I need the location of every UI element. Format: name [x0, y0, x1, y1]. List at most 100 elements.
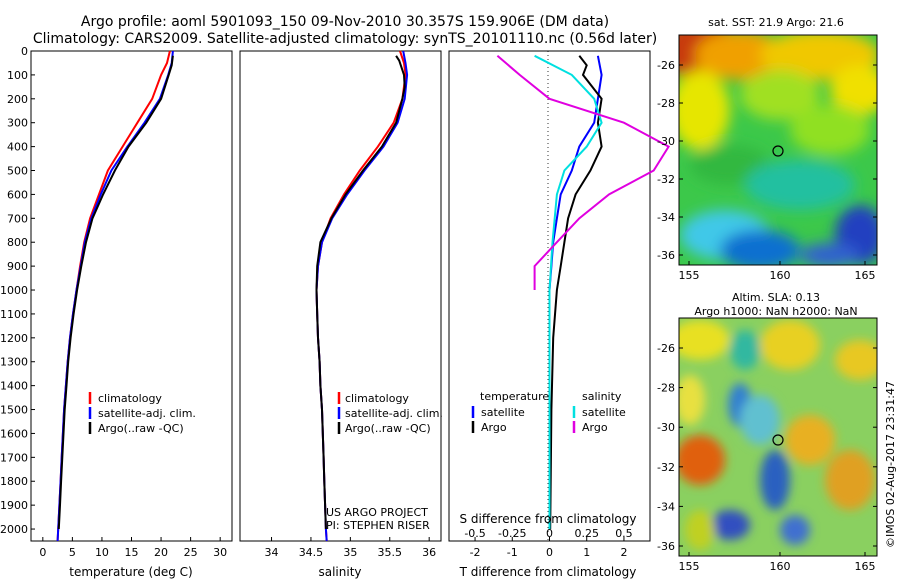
argo-location-marker [772, 145, 784, 157]
x-tick-label: 0 [546, 546, 553, 559]
lat-tick-label: -26 [657, 59, 675, 72]
salinity-x-axis: 34 34.5 35 35.5 36 [265, 537, 436, 559]
difference-panel: -2 -1 0 1 2 temperature satellite Argo salin… [448, 50, 671, 579]
x-tick-label: 34 [265, 546, 279, 559]
series-line [56, 50, 174, 542]
s-difference-label: S difference from climatology [460, 512, 637, 526]
sla-field [679, 318, 877, 556]
depth-tick-label: 300 [7, 117, 28, 130]
s-tick-label: -0.5 [464, 527, 485, 540]
series-line [315, 50, 407, 542]
header-line1: Argo profile: aoml 5901093_150 09-Nov-20… [81, 14, 609, 30]
header-line2: Climatology: CARS2009. Satellite-adjuste… [33, 31, 657, 47]
depth-tick-label: 1200 [0, 332, 28, 345]
legend-label-t-argo: Argo [481, 421, 507, 434]
x-tick-label: -2 [470, 546, 481, 559]
temperature-panel: 0100200300400500600700800900100011001200… [0, 45, 233, 579]
salinity-xlabel: salinity [318, 565, 361, 579]
salinity-series [315, 50, 409, 542]
x-tick-label: 15 [125, 546, 139, 559]
legend-label-s-satellite: satellite [582, 406, 626, 419]
lat-tick-label: -30 [657, 135, 675, 148]
s-tick-label: -0.25 [498, 527, 526, 540]
depth-tick-label: 400 [7, 141, 28, 154]
lat-tick-label: -36 [657, 249, 675, 262]
x-tick-label: -1 [507, 546, 518, 559]
series-line [57, 55, 174, 530]
s-tick-label: 0.25 [574, 527, 599, 540]
x-tick-label: 0 [39, 546, 46, 559]
series-line [496, 55, 671, 290]
sla-map: Altim. SLA: 0.13 Argo h1000: NaN h2000: … [657, 291, 878, 573]
s-tick-label: 0.5 [615, 527, 633, 540]
lat-tick-label: -28 [657, 97, 675, 110]
lon-tick-label: 155 [679, 269, 700, 282]
depth-tick-label: 1700 [0, 451, 28, 464]
series-line [549, 55, 603, 530]
legend-temperature-header: temperature [480, 390, 549, 403]
temperature-series [56, 50, 174, 542]
sst-map-frame [678, 34, 878, 266]
t-difference-label: T difference from climatology [459, 565, 637, 579]
legend-label-satellite: satellite-adj. clim. [345, 407, 443, 420]
depth-tick-label: 900 [7, 260, 28, 273]
depth-tick-label: 1800 [0, 475, 28, 488]
x-tick-label: 1 [583, 546, 590, 559]
legend-label-argo: Argo(..raw -QC) [345, 422, 431, 435]
lat-tick-label: -34 [657, 211, 675, 224]
x-tick-label: 35 [343, 546, 357, 559]
legend-label-satellite: satellite-adj. clim. [98, 407, 196, 420]
legend-label-climatology: climatology [98, 392, 162, 405]
legend-label-climatology: climatology [345, 392, 409, 405]
series-line [315, 55, 406, 530]
legend-label-argo: Argo(..raw -QC) [98, 422, 184, 435]
series-line [534, 54, 603, 529]
depth-tick-label: 1000 [0, 284, 28, 297]
depth-tick-label: 1600 [0, 427, 28, 440]
depth-tick-label: 1100 [0, 308, 28, 321]
sst-map-axes: -26 -28 -30 -32 -34 -36 155 160 165 [657, 59, 877, 282]
salinity-plot-frame [239, 50, 442, 542]
lon-tick-label: 155 [679, 560, 700, 573]
depth-tick-label: 1300 [0, 356, 28, 369]
depth-tick-label: 1500 [0, 404, 28, 417]
lon-tick-label: 165 [855, 560, 876, 573]
x-tick-label: 35.5 [378, 546, 403, 559]
x-tick-label: 25 [184, 546, 198, 559]
x-tick-label: 36 [422, 546, 436, 559]
lon-tick-label: 160 [769, 560, 790, 573]
s-tick-label: 0 [546, 527, 553, 540]
sla-map-title1: Altim. SLA: 0.13 [732, 291, 820, 304]
depth-tick-label: 800 [7, 236, 28, 249]
legend-salinity-header: salinity [582, 390, 622, 403]
x-tick-label: 2 [620, 546, 627, 559]
x-tick-label: 34.5 [299, 546, 324, 559]
depth-tick-label: 200 [7, 93, 28, 106]
lon-tick-label: 165 [855, 269, 876, 282]
sst-field [679, 35, 877, 265]
depth-tick-label: 0 [21, 45, 28, 58]
depth-tick-label: 1400 [0, 380, 28, 393]
depth-tick-label: 600 [7, 188, 28, 201]
legend-label-t-satellite: satellite [481, 406, 525, 419]
sst-map: sat. SST: 21.9 Argo: 21.6 -26 -28 -30 -32 [657, 16, 878, 282]
x-tick-label: 5 [69, 546, 76, 559]
lat-tick-label: -36 [657, 540, 675, 553]
temperature-xlabel: temperature (deg C) [69, 565, 192, 579]
s-difference-ticks: -0.5 -0.25 0 0.25 0.5 [464, 527, 632, 540]
depth-tick-label: 2000 [0, 523, 28, 536]
depth-tick-label: 1900 [0, 499, 28, 512]
sst-map-title: sat. SST: 21.9 Argo: 21.6 [708, 16, 844, 29]
lat-tick-label: -26 [657, 342, 675, 355]
sla-map-frame [678, 317, 878, 557]
difference-legend: temperature satellite Argo salinity sate… [471, 390, 626, 434]
salinity-legend: climatology satellite-adj. clim. Argo(..… [337, 392, 443, 435]
sla-map-title2: Argo h1000: NaN h2000: NaN [694, 305, 857, 318]
temperature-x-axis: 0 5 10 15 20 25 30 [39, 537, 227, 559]
depth-tick-label: 500 [7, 165, 28, 178]
argo-location-marker [772, 434, 784, 446]
x-tick-label: 10 [95, 546, 109, 559]
lat-tick-label: -32 [657, 173, 675, 186]
lat-tick-label: -30 [657, 421, 675, 434]
